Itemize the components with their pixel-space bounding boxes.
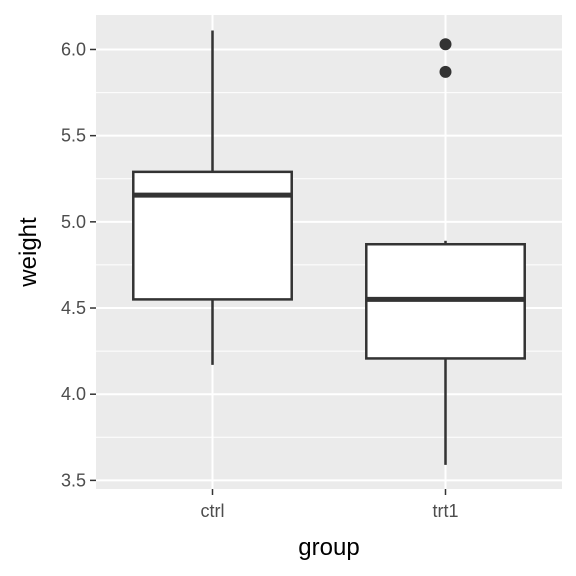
y-tick-label: 4.5 <box>61 298 86 318</box>
y-tick-label: 4.0 <box>61 384 86 404</box>
x-axis-ticks: ctrl trt1 <box>201 489 459 521</box>
y-tick-label: 5.5 <box>61 126 86 146</box>
y-axis-ticks: 3.5 4.0 4.5 5.0 5.5 6.0 <box>61 39 96 490</box>
box-group-ctrl <box>132 30 293 365</box>
y-tick-label: 3.5 <box>61 470 86 490</box>
x-tick-label: trt1 <box>432 501 458 521</box>
box-iqr <box>132 170 293 301</box>
boxes-layer <box>132 30 526 465</box>
y-tick-label: 6.0 <box>61 39 86 59</box>
y-axis-title: weight <box>15 217 42 288</box>
box-group-trt1 <box>365 38 526 465</box>
outlier-point <box>439 65 452 78</box>
x-tick-label: ctrl <box>201 501 225 521</box>
y-tick-label: 5.0 <box>61 212 86 232</box>
outlier-point <box>439 38 452 51</box>
x-axis-title: group <box>298 534 359 561</box>
